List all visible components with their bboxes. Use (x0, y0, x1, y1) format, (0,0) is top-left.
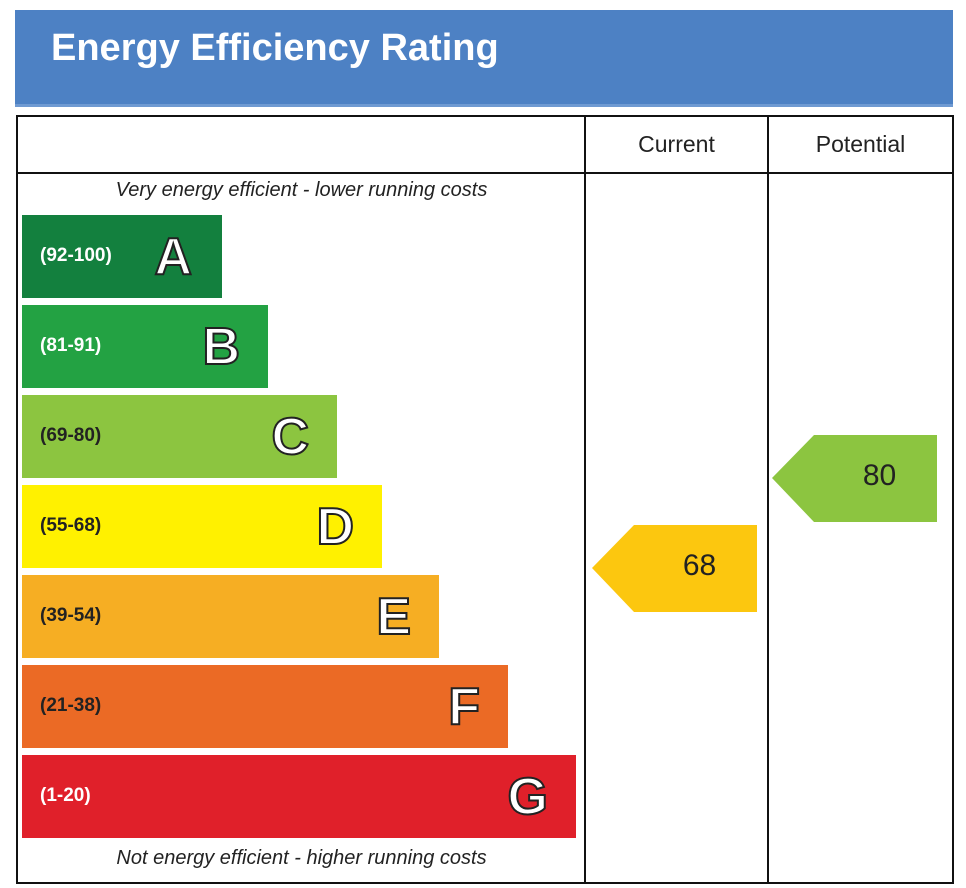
band-range-label: (39-54) (40, 605, 102, 626)
band-bar-c: (69-80) C (22, 395, 337, 478)
band-letter: F (447, 677, 481, 737)
column-divider (767, 117, 769, 882)
band-range-label: (81-91) (40, 335, 102, 356)
potential-rating-value: 80 (862, 459, 897, 492)
band-range-label: (1-20) (40, 785, 91, 806)
band-bar-f: (21-38) F (22, 665, 508, 748)
column-divider (584, 117, 586, 882)
band-range-label: (92-100) (40, 245, 112, 266)
band-range-label: (55-68) (40, 515, 102, 536)
band-range-label: (69-80) (40, 425, 102, 446)
band-letter: A (153, 227, 193, 287)
potential-rating-arrow: 80 (772, 435, 937, 522)
header-divider (18, 172, 952, 174)
band-bar-g: (1-20) G (22, 755, 576, 838)
band-letter: C (270, 407, 310, 467)
band-letter: B (201, 317, 241, 377)
current-rating-value: 68 (682, 549, 717, 582)
band-letter: E (375, 587, 412, 647)
column-header-potential: Potential (815, 131, 906, 157)
band-range-label: (21-38) (40, 695, 102, 716)
chart-title: Energy Efficiency Rating (51, 27, 499, 69)
band-bar-d: (55-68) D (22, 485, 382, 568)
band-bar-e: (39-54) E (22, 575, 439, 658)
chart-title-banner: Energy Efficiency Rating (15, 10, 953, 107)
band-bar-b: (81-91) B (22, 305, 268, 388)
top-note: Very energy efficient - lower running co… (115, 179, 488, 201)
band-letter: D (315, 497, 355, 557)
band-bar-a: (92-100) A (22, 215, 222, 298)
column-header-current: Current (638, 131, 715, 157)
current-rating-arrow: 68 (592, 525, 757, 612)
band-letter: G (507, 767, 549, 827)
rating-table: Current Potential Very energy efficient … (16, 115, 954, 884)
bottom-note: Not energy efficient - higher running co… (116, 847, 487, 869)
